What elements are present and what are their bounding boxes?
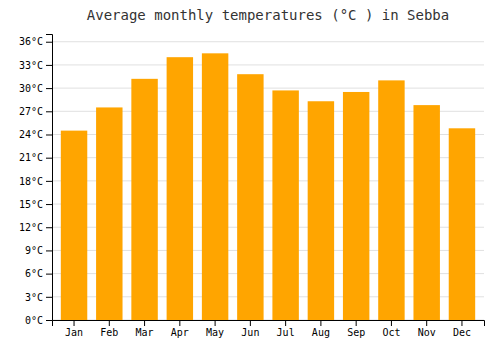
bar (272, 90, 298, 320)
tick-mark (179, 320, 180, 326)
tick-label: 3°C (25, 292, 43, 303)
tick-mark (46, 227, 52, 228)
x-tick: Oct (382, 320, 400, 338)
grid-line (52, 41, 484, 42)
y-tick: 30°C (19, 83, 52, 94)
bars (61, 53, 475, 320)
bar (202, 53, 228, 320)
tick-label: Oct (382, 327, 400, 338)
bar (167, 57, 193, 320)
tick-label: Nov (418, 327, 436, 338)
y-tick: 27°C (19, 106, 52, 117)
x-tick: Sep (347, 320, 365, 338)
tick-label: 24°C (19, 129, 43, 140)
y-tick: 33°C (19, 60, 52, 71)
tick-mark (215, 320, 216, 326)
x-tick: May (206, 320, 224, 338)
tick-mark (74, 320, 75, 326)
y-tick: 9°C (25, 245, 52, 256)
y-tick: 21°C (19, 152, 52, 163)
x-tick: Dec (453, 320, 471, 338)
x-tick: Apr (171, 320, 189, 338)
bar (413, 105, 439, 320)
tick-mark (109, 320, 110, 326)
bar (308, 101, 334, 320)
tick-mark (250, 320, 251, 326)
tick-mark (46, 297, 52, 298)
grid-line (52, 64, 484, 65)
tick-label: 0°C (25, 315, 43, 326)
tick-label: Aug (312, 327, 330, 338)
tick-label: 6°C (25, 268, 43, 279)
tick-mark (46, 42, 52, 43)
x-tick: Jan (65, 320, 83, 338)
grid (52, 42, 484, 320)
tick-label: 21°C (19, 152, 43, 163)
bar (131, 79, 157, 320)
axis-line (53, 321, 485, 327)
bar (343, 92, 369, 320)
tick-label: 12°C (19, 222, 43, 233)
tick-mark (46, 320, 52, 321)
x-tick: Feb (100, 320, 118, 338)
bar (61, 131, 87, 320)
tick-mark (144, 320, 145, 326)
bar (237, 74, 263, 320)
tick-label: Apr (171, 327, 189, 338)
tick-mark (46, 88, 52, 89)
bar (96, 107, 122, 320)
y-tick: 18°C (19, 176, 52, 187)
bar (449, 128, 475, 320)
tick-mark (46, 204, 52, 205)
tick-mark (391, 320, 392, 326)
tick-mark (46, 111, 52, 112)
axis-line (46, 35, 53, 321)
tick-label: 15°C (19, 199, 43, 210)
x-tick: Nov (418, 320, 436, 338)
tick-mark (46, 158, 52, 159)
tick-label: 9°C (25, 245, 43, 256)
x-axis: Jan Feb Mar Apr May Jun Jul Aug Sep Oct Nov Dec (53, 320, 485, 338)
y-tick: 3°C (25, 292, 52, 303)
tick-label: Mar (136, 327, 154, 338)
tick-label: Sep (347, 327, 365, 338)
y-tick: 36°C (19, 36, 52, 47)
tick-mark (285, 320, 286, 326)
tick-label: May (206, 327, 224, 338)
tick-label: Jan (65, 327, 83, 338)
tick-label: 27°C (19, 106, 43, 117)
tick-mark (320, 320, 321, 326)
x-tick: Aug (312, 320, 330, 338)
y-tick: 24°C (19, 129, 52, 140)
tick-mark (356, 320, 357, 326)
tick-mark (46, 181, 52, 182)
tick-label: Jul (277, 327, 295, 338)
tick-mark (46, 65, 52, 66)
y-axis: 0°C 3°C 6°C 9°C 12°C 15°C 18°C 21°C 24°C 27°C 30°C… (19, 35, 53, 326)
y-tick: 0°C (25, 315, 52, 326)
tick-label: 33°C (19, 60, 43, 71)
tick-label: Dec (453, 327, 471, 338)
y-tick: 12°C (19, 222, 52, 233)
grid-line (52, 88, 484, 89)
x-tick: Jun (241, 320, 259, 338)
tick-label: 36°C (19, 36, 43, 47)
tick-mark (46, 274, 52, 275)
title: Average monthly temperatures (°C ) in Se… (87, 7, 449, 23)
tick-mark (46, 250, 52, 251)
y-tick: 6°C (25, 268, 52, 279)
tick-label: Feb (100, 327, 118, 338)
x-tick: Mar (136, 320, 154, 338)
tick-mark (46, 134, 52, 135)
tick-mark (426, 320, 427, 326)
chart: 0°C 3°C 6°C 9°C 12°C 15°C 18°C 21°C 24°C 27°C 30°C… (0, 0, 500, 350)
y-tick: 15°C (19, 199, 52, 210)
tick-label: Jun (241, 327, 259, 338)
tick-label: 30°C (19, 83, 43, 94)
tick-label: 18°C (19, 176, 43, 187)
bar (378, 80, 404, 320)
x-tick: Jul (277, 320, 295, 338)
tick-mark (461, 320, 462, 326)
